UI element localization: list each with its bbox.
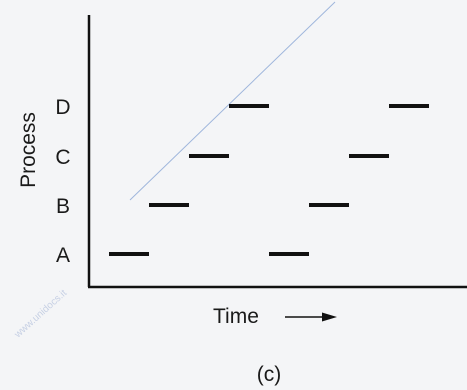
process-labels: A B C D (55, 96, 70, 267)
process-label-d: D (55, 96, 70, 119)
time-arrow-icon (285, 312, 337, 322)
bar-b-slot-1 (149, 203, 189, 207)
process-label-b: B (56, 195, 70, 218)
bar-d-slot-3 (229, 104, 269, 108)
timeline-bars (109, 104, 429, 256)
process-label-a: A (56, 244, 70, 267)
y-axis-label: Process (17, 112, 40, 188)
process-label-c: C (55, 146, 70, 169)
bar-a-slot-4 (269, 252, 309, 256)
bar-a-slot-0 (109, 252, 149, 256)
figure-caption: (c) (257, 363, 282, 386)
bar-c-slot-6 (349, 154, 389, 158)
watermark-line (129, 1, 336, 201)
bar-c-slot-2 (189, 154, 229, 158)
watermark-text: www.unidocs.it (12, 288, 69, 341)
x-axis-label: Time (213, 305, 259, 328)
bar-b-slot-5 (309, 203, 349, 207)
bar-d-slot-7 (389, 104, 429, 108)
